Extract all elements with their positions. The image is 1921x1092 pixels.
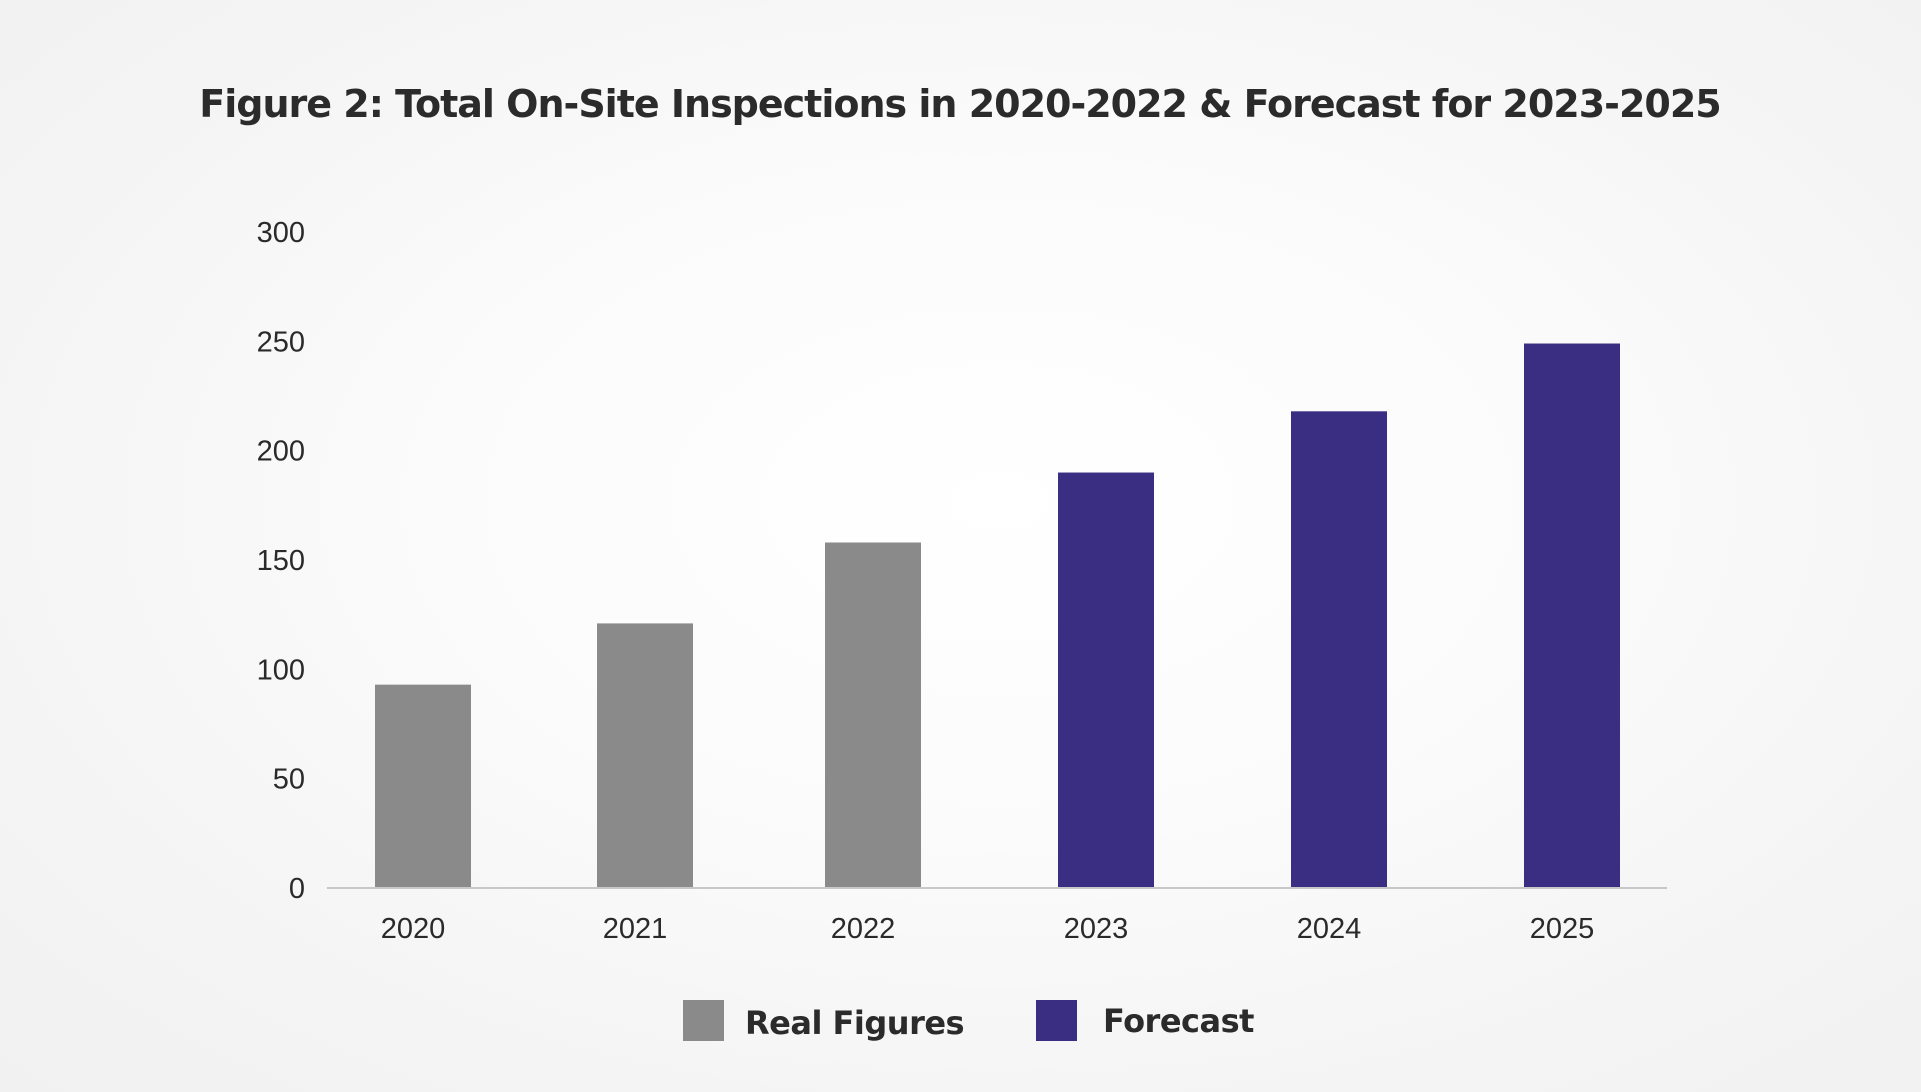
x-tick-label: 2020 xyxy=(381,913,446,945)
bar-2022 xyxy=(825,542,921,888)
x-axis: 2020 2021 2022 2023 2024 2025 xyxy=(381,913,1595,945)
y-tick-label: 150 xyxy=(257,545,305,577)
y-tick-label: 50 xyxy=(273,764,305,796)
bar-2024 xyxy=(1291,411,1387,888)
bar-2020 xyxy=(375,684,471,888)
y-tick-label: 300 xyxy=(257,217,305,249)
y-tick-label: 0 xyxy=(289,873,305,905)
legend-label-forecast: Forecast xyxy=(1103,1002,1254,1040)
bars-group xyxy=(375,343,1620,888)
y-tick-label: 250 xyxy=(257,326,305,358)
x-tick-label: 2024 xyxy=(1297,913,1362,945)
bar-2025 xyxy=(1524,343,1620,888)
chart-title: Figure 2: Total On-Site Inspections in 2… xyxy=(199,82,1720,126)
x-tick-label: 2021 xyxy=(603,913,668,945)
y-axis: 0 50 100 150 200 250 300 xyxy=(257,217,305,905)
legend: Real Figures Forecast xyxy=(683,1000,1255,1042)
x-tick-label: 2025 xyxy=(1530,913,1595,945)
legend-swatch-real xyxy=(683,1000,724,1041)
bar-2023 xyxy=(1058,472,1154,888)
x-tick-label: 2022 xyxy=(831,913,896,945)
y-tick-label: 200 xyxy=(257,436,305,468)
y-tick-label: 100 xyxy=(257,654,305,686)
legend-swatch-forecast xyxy=(1036,1000,1077,1041)
bar-2021 xyxy=(597,623,693,888)
x-tick-label: 2023 xyxy=(1064,913,1129,945)
legend-label-real: Real Figures xyxy=(745,1004,964,1042)
